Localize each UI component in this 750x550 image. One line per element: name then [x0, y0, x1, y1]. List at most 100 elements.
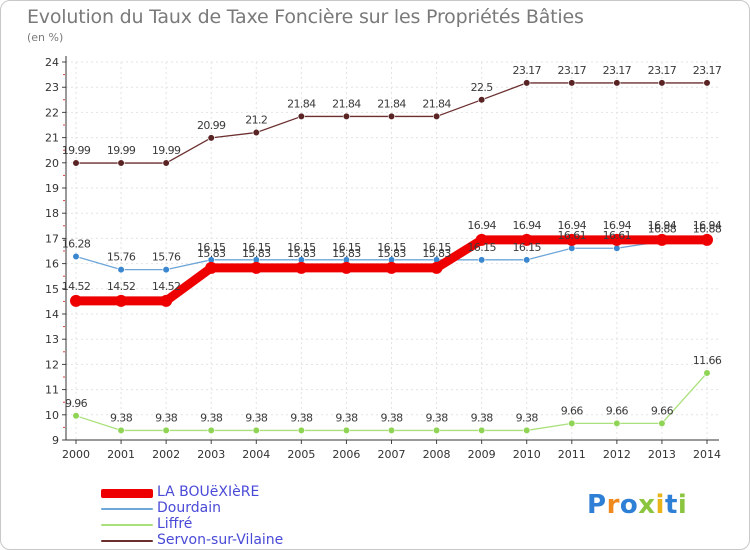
y-tick-label: 21 — [45, 132, 59, 145]
data-label: 11.66 — [693, 354, 722, 367]
data-label: 16.61 — [603, 229, 632, 242]
data-point — [297, 426, 305, 435]
y-tick-label: 17 — [45, 232, 59, 245]
data-label: 16.94 — [558, 219, 587, 232]
data-point — [297, 112, 305, 121]
data-point — [610, 233, 623, 246]
x-tick-label: 2003 — [197, 448, 225, 461]
data-point — [342, 112, 351, 121]
series-lines — [70, 79, 713, 435]
data-label: 15.76 — [152, 251, 181, 264]
data-label: 15.83 — [287, 247, 316, 260]
data-label: 9.66 — [651, 404, 674, 417]
data-point — [117, 159, 125, 167]
data-point — [117, 426, 125, 435]
data-label: 16.15 — [512, 241, 541, 254]
data-point — [252, 128, 260, 137]
x-tick-label: 2004 — [242, 448, 270, 461]
data-label: 9.38 — [155, 411, 178, 424]
data-point — [385, 261, 398, 274]
data-label: 15.83 — [377, 247, 406, 260]
data-label: 9.38 — [110, 411, 133, 424]
data-point — [568, 244, 576, 252]
series-labels: 9.96 9.38 9.38 9.38 9.38 9.38 9.38 9.38 9.38 9.38… — [62, 64, 723, 425]
data-label: 9.38 — [516, 411, 539, 424]
y-tick-label: 13 — [45, 333, 59, 346]
data-label: 9.38 — [290, 411, 313, 424]
data-point — [432, 112, 441, 121]
data-point — [655, 233, 668, 246]
data-point — [703, 369, 711, 377]
data-label: 15.83 — [242, 247, 271, 260]
logo-letter: P — [587, 490, 607, 520]
data-label: 16.15 — [287, 241, 316, 254]
x-tick-label: 2001 — [107, 448, 135, 461]
data-label: 9.96 — [65, 397, 88, 410]
data-point — [160, 294, 173, 307]
data-point — [658, 79, 666, 87]
data-label: 20.99 — [197, 119, 226, 132]
data-point — [703, 79, 711, 87]
data-point — [568, 79, 576, 87]
data-label: 19.99 — [62, 144, 91, 157]
data-label: 21.84 — [287, 97, 316, 110]
data-label: 16.61 — [558, 229, 587, 242]
data-label: 21.84 — [377, 97, 406, 110]
data-label: 23.17 — [603, 64, 632, 77]
data-label: 16.15 — [467, 241, 496, 254]
legend-swatch-servon-sur-vilaine — [101, 540, 153, 542]
data-point — [70, 294, 82, 307]
data-label: 16.94 — [603, 219, 632, 232]
data-label: 19.99 — [107, 144, 136, 157]
data-point — [523, 426, 531, 435]
data-point — [162, 159, 170, 167]
y-unit-label: (en %) — [27, 31, 64, 44]
data-label: 16.94 — [467, 219, 496, 232]
logo-letter: x — [638, 490, 656, 520]
data-label: 21.2 — [245, 114, 267, 127]
x-tick-label: 2007 — [378, 448, 406, 461]
data-point — [117, 266, 125, 274]
data-point — [658, 419, 666, 427]
data-point — [613, 244, 621, 252]
data-point — [162, 426, 170, 435]
data-label: 16.15 — [242, 241, 271, 254]
data-point — [207, 134, 215, 142]
data-point — [115, 294, 128, 307]
x-tick-label: 2000 — [62, 448, 90, 461]
data-point — [72, 412, 80, 420]
data-label: 16.94 — [512, 219, 541, 232]
data-point — [342, 426, 351, 435]
y-tick-label: 20 — [45, 157, 59, 170]
data-label: 23.17 — [648, 64, 677, 77]
y-tick-label: 12 — [45, 358, 59, 371]
data-point — [478, 96, 486, 104]
data-label: 23.17 — [558, 64, 587, 77]
logo-letter: t — [664, 490, 678, 520]
logo-letter: o — [619, 490, 639, 520]
data-label: 14.52 — [62, 280, 91, 293]
data-point — [205, 261, 218, 274]
data-label: 16.15 — [332, 241, 361, 254]
data-label: 15.83 — [197, 247, 226, 260]
data-label: 16.88 — [648, 222, 677, 235]
x-tick-label: 2002 — [152, 448, 180, 461]
data-point — [340, 261, 353, 274]
data-label: 23.17 — [512, 64, 541, 77]
chart-title: Evolution du Taux de Taxe Foncière sur l… — [27, 6, 584, 28]
logo-letter: i — [677, 490, 688, 520]
data-point — [387, 426, 396, 435]
data-label: 16.15 — [377, 241, 406, 254]
data-label: 23.17 — [693, 64, 722, 77]
logo-letter: i — [655, 490, 665, 520]
data-label: 14.52 — [152, 280, 181, 293]
legend-label-dourdain: Dourdain — [157, 500, 221, 516]
y-tick-label: 22 — [45, 106, 59, 119]
data-point — [613, 79, 621, 87]
data-label: 9.38 — [335, 411, 358, 424]
data-point — [252, 426, 260, 435]
legend-swatch-dourdain — [101, 508, 153, 510]
data-point — [613, 419, 621, 427]
y-tick-label: 14 — [45, 308, 59, 321]
